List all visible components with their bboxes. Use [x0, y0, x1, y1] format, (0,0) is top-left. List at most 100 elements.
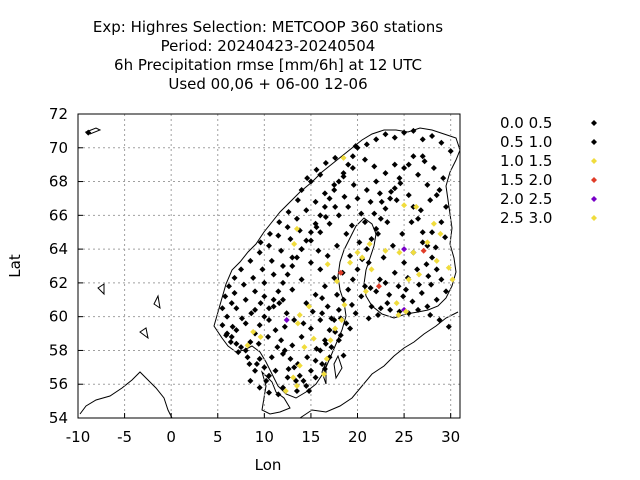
- data-point-series-1: [354, 195, 361, 202]
- data-point-series-1: [415, 171, 422, 178]
- data-point-series-1: [409, 298, 416, 305]
- data-point-series-2: [388, 188, 395, 195]
- data-point-series-1: [438, 276, 445, 283]
- data-point-series-1: [300, 320, 307, 327]
- data-point-series-1: [428, 281, 435, 288]
- data-point-series-3: [396, 249, 403, 256]
- data-point-series-1: [256, 355, 263, 362]
- data-point-series-1: [257, 239, 264, 246]
- data-point-series-1: [317, 171, 324, 178]
- coastline-scandinavia: [213, 127, 461, 399]
- data-point-series-1: [228, 333, 235, 340]
- x-tick-label: -5: [117, 428, 132, 446]
- data-point-series-1: [347, 252, 354, 259]
- data-point-series-1: [261, 364, 268, 371]
- data-point-series-3: [341, 301, 348, 308]
- data-point-series-1: [326, 327, 333, 334]
- data-point-series-1: [279, 384, 286, 391]
- data-point-series-1: [307, 178, 314, 185]
- data-point-series-1: [289, 263, 296, 269]
- data-point-series-3: [306, 303, 313, 310]
- y-tick-label: 60: [49, 308, 68, 326]
- data-point-series-1: [266, 230, 273, 237]
- data-point-series-1: [445, 323, 452, 330]
- data-point-series-1: [358, 210, 365, 217]
- y-tick-label: 72: [49, 105, 68, 123]
- data-point-series-1: [256, 322, 263, 329]
- data-point-series-2: [255, 340, 262, 347]
- data-point-series-1: [285, 366, 292, 373]
- data-point-series-1: [436, 187, 443, 193]
- data-point-series-1: [85, 129, 92, 136]
- data-point-series-1: [393, 197, 400, 204]
- data-point-series-1: [317, 317, 324, 324]
- data-point-series-1: [335, 178, 342, 185]
- y-tick-label: 64: [49, 240, 68, 258]
- data-point-series-1: [256, 384, 263, 391]
- x-tick-label: 30: [441, 428, 460, 446]
- data-point-series-1: [387, 306, 394, 313]
- data-point-series-1: [427, 197, 434, 204]
- data-point-series-1: [266, 389, 272, 396]
- data-point-series-3: [293, 225, 300, 232]
- data-point-series-1: [424, 181, 431, 188]
- data-point-series-1: [331, 187, 338, 193]
- data-point-series-1: [447, 148, 454, 155]
- data-point-series-1: [291, 317, 298, 324]
- y-tick-label: 58: [49, 341, 68, 359]
- data-point-series-1: [332, 154, 339, 161]
- data-point-series-1: [283, 310, 290, 317]
- data-point-series-1: [238, 315, 245, 322]
- data-point-series-1: [307, 229, 314, 236]
- y-axis-label: Lat: [6, 254, 24, 278]
- data-point-series-1: [261, 313, 268, 320]
- data-point-series-2: [378, 198, 385, 205]
- data-point-series-1: [224, 313, 231, 320]
- data-point-series-1: [275, 232, 282, 239]
- data-point-series-3: [323, 355, 330, 362]
- data-point-series-3: [368, 266, 375, 273]
- data-point-series-1: [312, 374, 319, 381]
- data-point-series-1: [430, 165, 437, 172]
- data-point-series-1: [384, 219, 391, 226]
- data-point-series-1: [340, 170, 347, 177]
- data-point-series-2: [397, 180, 404, 187]
- data-point-series-1: [293, 387, 300, 394]
- legend-label: 2.5 3.0: [500, 209, 552, 227]
- data-point-series-1: [272, 367, 279, 374]
- data-point-series-1: [345, 203, 352, 210]
- data-point-series-1: [410, 153, 417, 160]
- legend-marker: [591, 215, 597, 221]
- data-point-series-1: [373, 225, 380, 232]
- data-point-series-4: [375, 283, 382, 290]
- data-point-series-1: [257, 300, 264, 307]
- data-point-series-3: [410, 249, 417, 256]
- data-point-series-1: [321, 190, 328, 197]
- data-point-series-1: [313, 345, 320, 352]
- data-point-series-1: [395, 283, 402, 290]
- data-point-series-1: [363, 246, 370, 253]
- data-point-series-1: [289, 254, 296, 261]
- y-tick-label: 68: [49, 173, 68, 191]
- data-point-series-1: [266, 305, 272, 312]
- data-point-series-1: [438, 139, 445, 146]
- legend-label: 2.0 2.5: [500, 190, 552, 208]
- data-point-series-1: [279, 263, 286, 269]
- data-point-series-1: [419, 229, 426, 236]
- data-point-series-1: [343, 320, 350, 327]
- data-point-series-1: [231, 290, 238, 297]
- data-point-series-1: [278, 247, 285, 254]
- data-point-series-1: [303, 237, 310, 244]
- title-line-2: Period: 20240423-20240504: [161, 37, 376, 55]
- data-point-series-1: [219, 305, 226, 312]
- data-point-series-3: [382, 247, 389, 254]
- data-point-series-1: [424, 303, 431, 310]
- data-point-series-1: [252, 306, 259, 313]
- data-point-series-3: [296, 311, 303, 318]
- data-point-series-3: [359, 254, 366, 261]
- x-tick-label: -10: [66, 428, 91, 446]
- data-point-series-1: [419, 239, 426, 246]
- data-point-series-2: [425, 273, 432, 280]
- data-point-series-3: [366, 241, 373, 248]
- data-point-series-2: [306, 387, 313, 394]
